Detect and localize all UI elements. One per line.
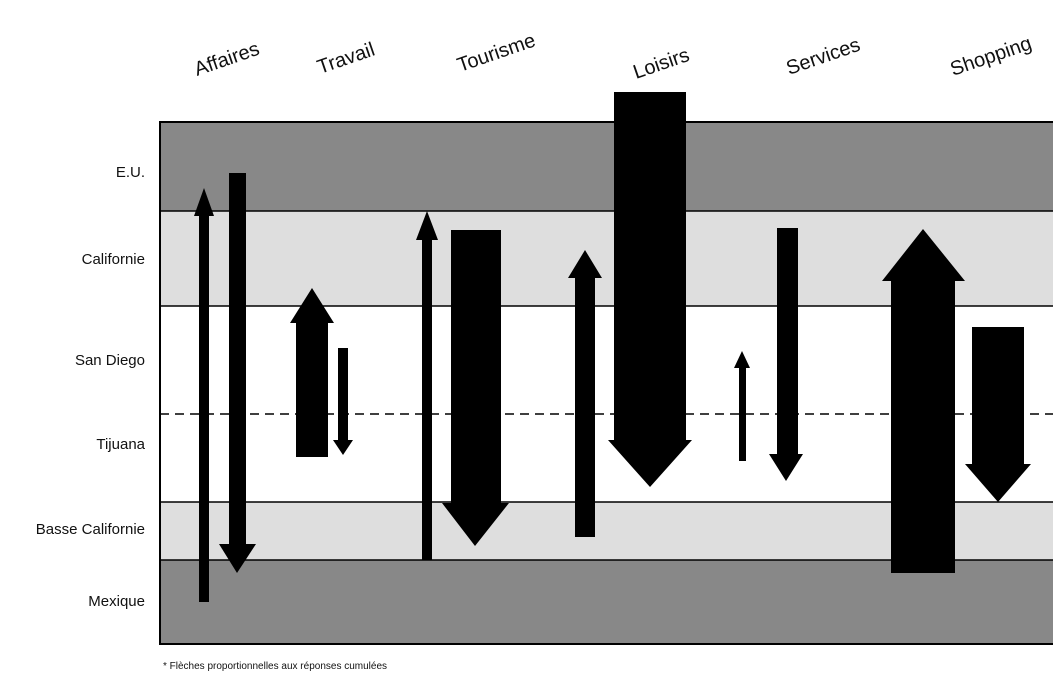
- arrow-travail-down: [333, 348, 353, 455]
- arrow-services-down: [769, 228, 803, 481]
- zone-label-san-diego: San Diego: [75, 352, 145, 369]
- arrow-affaires-up: [194, 188, 214, 602]
- zone-band-eu: [160, 122, 1053, 211]
- category-label-affaires: Affaires: [191, 38, 262, 81]
- category-labels: Affaires Travail Tourisme Loisirs Servic…: [191, 30, 1034, 84]
- arrow-services-up: [734, 351, 750, 461]
- zone-band-mexique: [160, 560, 1053, 644]
- arrow-affaires-down: [219, 173, 256, 573]
- arrow-shopping-up: [882, 229, 965, 573]
- arrow-loisirs-down: [608, 92, 692, 487]
- zone-label-mexique: Mexique: [88, 593, 145, 610]
- zone-labels: E.U. Californie San Diego Tijuana Basse …: [36, 164, 146, 610]
- flow-arrows: [194, 92, 1031, 602]
- diagram-frame: [159, 121, 1053, 645]
- zone-label-californie: Californie: [82, 251, 145, 268]
- category-label-tourisme: Tourisme: [454, 30, 538, 77]
- arrow-travail-up: [290, 288, 334, 457]
- zone-label-basse-californie: Basse Californie: [36, 521, 145, 538]
- category-label-travail: Travail: [314, 39, 377, 79]
- footnote: * Flèches proportionnelles aux réponses …: [163, 661, 387, 672]
- arrow-loisirs-up: [568, 250, 602, 537]
- category-label-loisirs: Loisirs: [630, 44, 692, 84]
- category-label-shopping: Shopping: [947, 32, 1034, 80]
- arrow-shopping-down: [965, 327, 1031, 502]
- zone-label-eu: E.U.: [116, 164, 145, 181]
- arrow-tourisme-down: [442, 230, 509, 546]
- arrow-tourisme-up: [416, 211, 438, 560]
- zone-label-tijuana: Tijuana: [96, 436, 145, 453]
- category-label-services: Services: [783, 34, 863, 80]
